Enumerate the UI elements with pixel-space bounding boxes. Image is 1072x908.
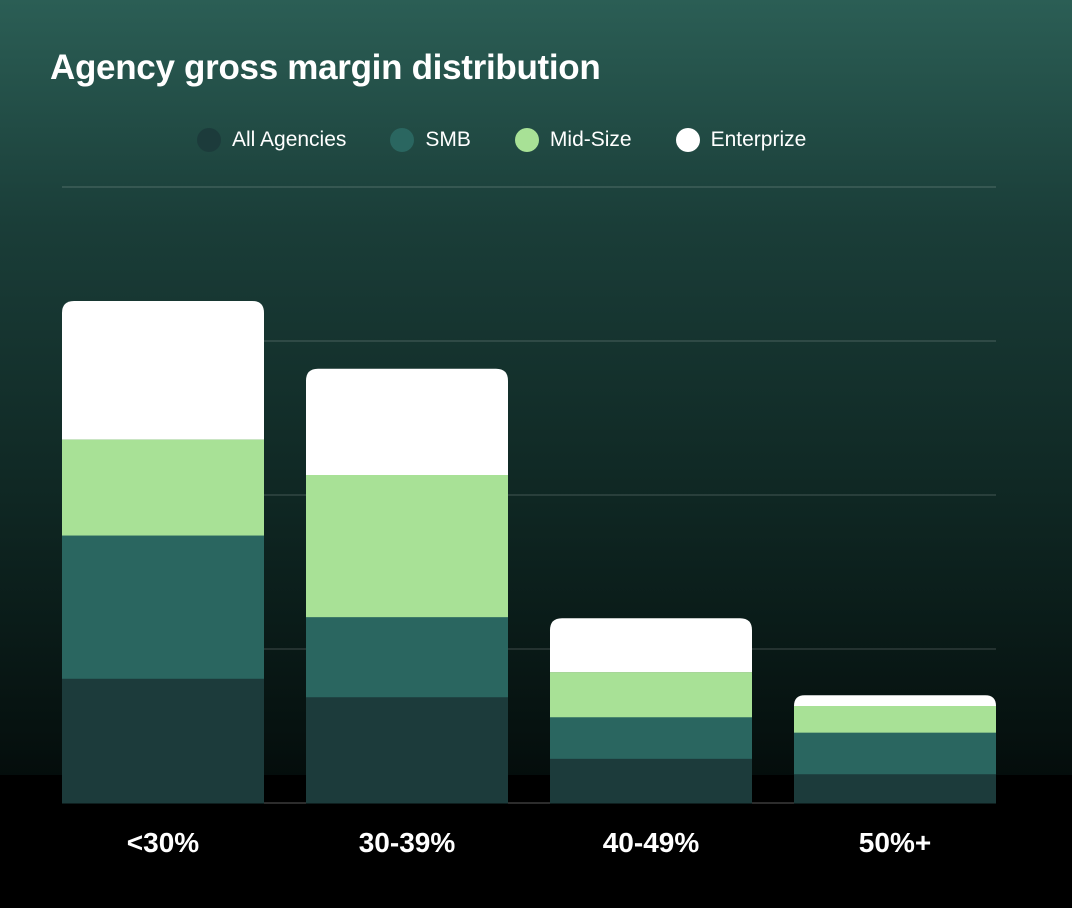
x-tick-label: 30-39% xyxy=(359,827,456,858)
chart-title: Agency gross margin distribution xyxy=(50,48,601,87)
bar-segment xyxy=(794,732,996,775)
bar-segment xyxy=(550,716,752,759)
legend-swatch xyxy=(514,128,539,152)
bar-segment xyxy=(62,439,264,536)
legend: All Agencies SMB Mid-Size Enterprize xyxy=(197,128,850,152)
bar-segment xyxy=(306,474,508,618)
bar-segment xyxy=(306,616,508,698)
legend-item: SMB xyxy=(390,128,471,152)
legend-swatch xyxy=(197,128,221,152)
bar-segment xyxy=(62,535,264,679)
legend-label: All Agencies xyxy=(232,128,347,151)
legend-item: Mid-Size xyxy=(514,128,632,152)
bar-segment xyxy=(550,758,752,804)
bar-segment xyxy=(794,773,996,804)
bar-segment xyxy=(306,368,508,475)
legend-swatch xyxy=(675,128,700,152)
bar-segment xyxy=(62,300,264,440)
legend-item: Enterprize xyxy=(675,128,807,152)
bar-segment xyxy=(306,696,508,804)
bar-segment xyxy=(550,618,752,673)
legend-label: Mid-Size xyxy=(549,128,632,151)
legend-label: Enterprize xyxy=(710,128,807,151)
legend-swatch xyxy=(390,128,415,152)
bar-segment xyxy=(794,695,996,706)
legend-item: All Agencies xyxy=(197,128,346,152)
x-tick-label: <30% xyxy=(127,827,199,858)
legend-label: SMB xyxy=(425,128,471,151)
x-tick-label: 40-49% xyxy=(603,827,700,858)
bar-segment xyxy=(62,678,264,804)
x-tick-label: 50%+ xyxy=(859,827,931,858)
bar-segment xyxy=(794,705,996,733)
bar-segment xyxy=(550,672,752,718)
